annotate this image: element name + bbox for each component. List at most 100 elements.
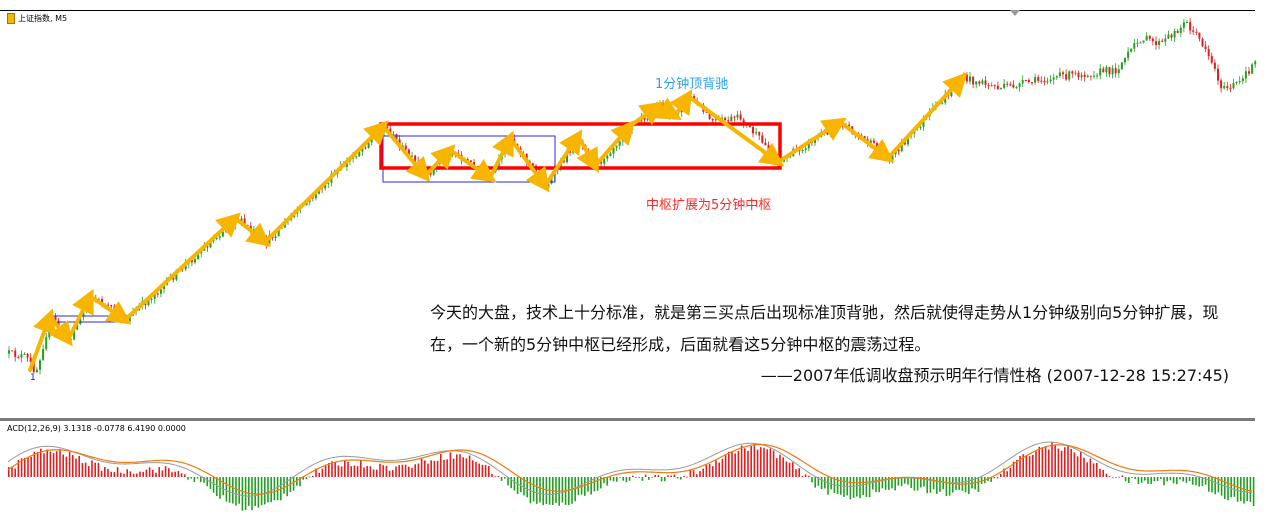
shift-marker-icon[interactable]: [1010, 10, 1020, 16]
histogram-bar: [1054, 445, 1056, 477]
histogram-bar: [110, 471, 112, 477]
histogram-bar: [929, 477, 932, 493]
histogram-bar: [705, 464, 708, 477]
candle: [1182, 22, 1185, 28]
candle: [1114, 68, 1117, 74]
histogram-bar: [542, 477, 544, 506]
indicator-chart[interactable]: [0, 421, 1277, 513]
histogram-bar: [920, 477, 922, 488]
histogram-bar: [97, 462, 100, 477]
candle: [1080, 74, 1083, 78]
candle: [975, 81, 978, 85]
histogram-bar: [996, 477, 999, 479]
candle: [1000, 87, 1002, 89]
candle: [1049, 79, 1052, 82]
candle: [1155, 41, 1157, 46]
candle: [1055, 76, 1058, 78]
histogram-bar: [897, 477, 900, 486]
histogram-bar: [120, 472, 122, 477]
histogram-bar: [843, 477, 845, 497]
candle: [1077, 72, 1080, 78]
histogram-bar: [644, 474, 647, 477]
symbol-label: 上证指数, M5: [18, 14, 68, 23]
candle: [23, 353, 26, 355]
histogram-bar: [900, 477, 903, 487]
histogram-bar: [174, 471, 176, 477]
histogram-bar: [1182, 477, 1184, 482]
histogram-bar: [612, 477, 615, 482]
candle: [1034, 77, 1037, 83]
histogram-bar: [1227, 477, 1229, 501]
histogram-bar: [1000, 473, 1002, 477]
histogram-bar: [494, 476, 496, 478]
histogram-bar: [859, 477, 861, 499]
candle: [705, 111, 708, 113]
candle: [758, 132, 761, 136]
histogram-bar: [712, 466, 714, 477]
histogram-bar: [260, 477, 263, 506]
histogram-bar: [49, 451, 52, 477]
histogram-bar: [11, 466, 13, 477]
trend-segment: [233, 216, 272, 247]
histogram-bar: [81, 463, 84, 477]
candle: [624, 134, 627, 139]
histogram-bar: [1076, 456, 1079, 477]
candle: [1195, 31, 1198, 33]
histogram-bar: [641, 477, 644, 481]
candle: [1232, 83, 1235, 89]
histogram-bar: [657, 475, 660, 477]
candle: [1176, 30, 1179, 33]
candle: [163, 284, 165, 290]
pane-separator[interactable]: [0, 418, 1255, 421]
candle: [1186, 21, 1188, 23]
histogram-bar: [1220, 477, 1223, 496]
histogram-bar: [193, 477, 196, 482]
histogram-bar: [638, 477, 640, 478]
candle: [1043, 81, 1046, 83]
histogram-bar: [795, 469, 797, 477]
candle: [752, 126, 754, 134]
histogram-bar: [1166, 477, 1168, 482]
histogram-bar: [865, 477, 868, 498]
histogram-bar: [1137, 477, 1140, 485]
histogram-bar: [62, 454, 64, 477]
histogram-bar: [504, 477, 506, 479]
candle: [1052, 77, 1055, 80]
candle: [531, 163, 534, 166]
histogram-bar: [721, 458, 724, 477]
histogram-bar: [673, 474, 676, 477]
histogram-bar: [417, 463, 420, 477]
candle: [1071, 71, 1074, 74]
candle: [990, 85, 993, 87]
candle: [1133, 43, 1136, 49]
histogram-bar: [1108, 475, 1111, 477]
histogram-bar: [1044, 446, 1047, 477]
histogram-bar: [616, 477, 618, 482]
histogram-bar: [1163, 477, 1165, 486]
candle: [1201, 38, 1204, 47]
histogram-bar: [33, 451, 36, 477]
histogram-bar: [155, 472, 157, 477]
candle: [35, 369, 38, 373]
candle: [1117, 69, 1120, 74]
histogram-bar: [1096, 462, 1098, 477]
candle: [941, 102, 944, 104]
histogram-bar: [219, 477, 221, 499]
candle: [150, 298, 153, 300]
price-chart[interactable]: [0, 0, 1277, 418]
histogram-bar: [766, 449, 768, 477]
candle: [17, 356, 20, 358]
histogram-bar: [8, 467, 10, 477]
histogram-bar: [1067, 445, 1069, 477]
histogram-bar: [811, 477, 813, 483]
candle: [1151, 38, 1154, 42]
candle: [1015, 87, 1018, 89]
histogram-bar: [113, 471, 116, 477]
candle: [978, 81, 981, 84]
histogram-bar: [964, 477, 967, 493]
candle: [243, 218, 246, 225]
histogram-bar: [1240, 477, 1242, 501]
histogram-bar: [715, 460, 717, 477]
candle: [277, 228, 280, 237]
histogram-bar: [731, 451, 733, 477]
